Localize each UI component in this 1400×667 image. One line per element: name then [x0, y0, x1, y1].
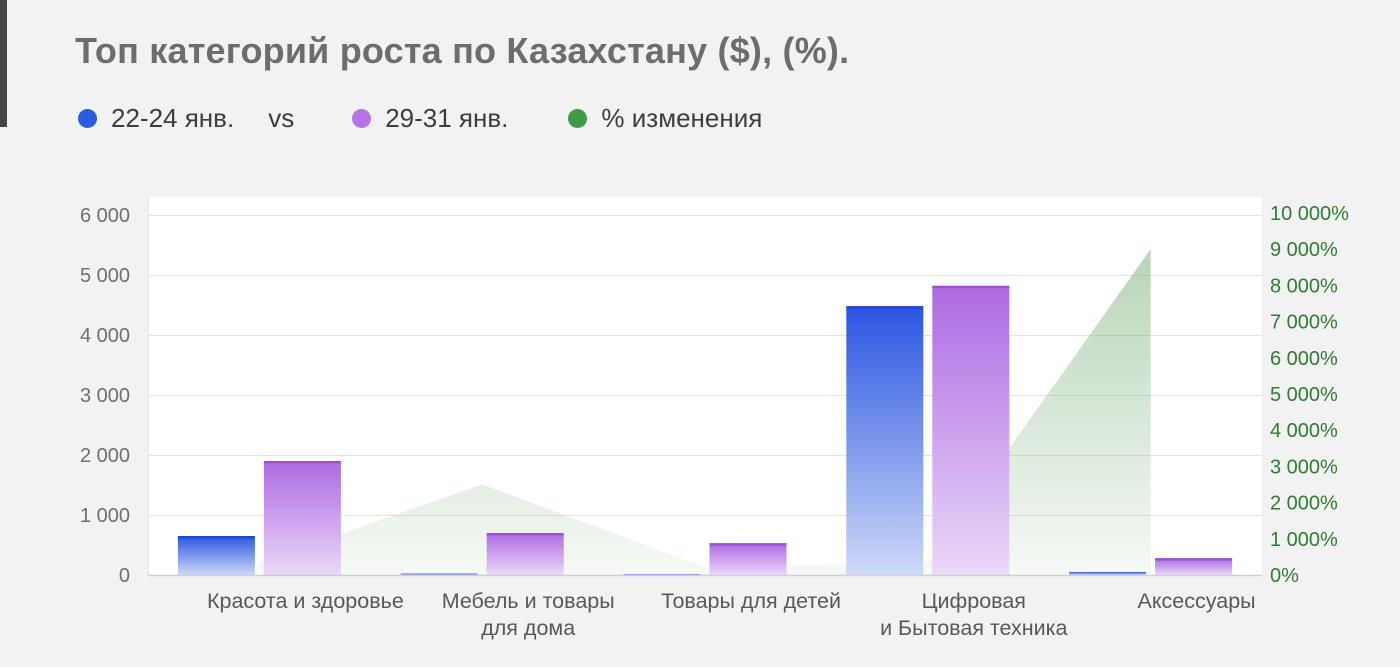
legend-label-percent-change: % изменения: [601, 102, 763, 133]
legend-item-percent-change[interactable]: % изменения: [568, 103, 762, 134]
chart-legend: 22-24 янв. vs 29-31 янв. % изменения: [78, 101, 762, 135]
left-axis-tick: 6 000: [80, 205, 130, 227]
right-axis-tick: 0%: [1270, 565, 1299, 587]
left-axis-tick: 0: [119, 565, 130, 587]
left-axis-tick: 2 000: [80, 445, 130, 467]
x-axis-category-label: Красота и здоровье: [207, 589, 404, 613]
chart-plot-area: 0 1 000 2 000 3 000 4 000 5 000 6 000 0% 1 000% 2…: [0, 185, 1400, 667]
right-axis-tick: 10 000%: [1270, 203, 1349, 225]
bar-period2-cat1[interactable]: [263, 461, 341, 575]
left-axis-tick: 5 000: [80, 265, 130, 287]
bar-period1-cat4[interactable]: [846, 306, 924, 575]
right-axis-tick: 3 000%: [1270, 456, 1338, 478]
legend-dot-blue-icon: [78, 108, 97, 128]
bar-period2-cat2[interactable]: [486, 533, 564, 575]
x-axis-category-label: Товары для детей: [661, 589, 841, 613]
legend-dot-purple-icon: [352, 108, 372, 128]
bar-period1-cat3[interactable]: [623, 574, 701, 575]
right-axis-tick: 2 000%: [1270, 493, 1338, 515]
right-axis-tick: 4 000%: [1270, 420, 1338, 442]
x-axis-category-label: Цифровая и Бытовая техника: [880, 589, 1067, 640]
bar-top-edge: [709, 543, 787, 546]
legend-label-period-2: 29-31 янв.: [385, 102, 509, 133]
right-axis-tick: 6 000%: [1270, 348, 1338, 370]
bar-period1-cat5[interactable]: [1069, 572, 1147, 575]
bar-top-edge: [263, 461, 341, 464]
area-percent-change[interactable]: [259, 249, 1151, 575]
bar-period1-cat2[interactable]: [400, 573, 478, 576]
bar-period2-cat5[interactable]: [1155, 558, 1233, 575]
window-edge-strip: [0, 0, 7, 127]
bar-top-edge: [486, 533, 564, 536]
right-axis-tick: 5 000%: [1270, 384, 1338, 406]
right-axis-tick: 9 000%: [1270, 239, 1338, 261]
chart-svg: 0 1 000 2 000 3 000 4 000 5 000 6 000 0% 1 000% 2…: [80, 197, 1349, 640]
bar-period2-cat3[interactable]: [709, 543, 787, 575]
legend-item-period-1[interactable]: 22-24 янв.: [78, 103, 234, 134]
left-axis-tick: 4 000: [80, 325, 130, 347]
x-axis-category-label: Мебель и товары для дома: [442, 589, 615, 640]
bar-period1-cat1[interactable]: [177, 536, 255, 575]
bar-top-edge: [1155, 558, 1233, 561]
bar-top-edge: [932, 285, 1010, 289]
chart-title: Топ категорий роста по Казахстану ($), (…: [75, 30, 850, 71]
left-axis-tick: 1 000: [80, 505, 130, 527]
legend-label-period-1: 22-24 янв.: [111, 102, 235, 133]
right-axis-tick: 1 000%: [1270, 529, 1338, 551]
left-axis-tick: 3 000: [80, 385, 130, 407]
bar-top-edge: [846, 306, 924, 309]
legend-dot-green-icon: [568, 108, 588, 128]
bar-period2-cat4[interactable]: [932, 285, 1010, 575]
legend-separator: vs: [268, 102, 295, 133]
bar-top-edge: [177, 536, 255, 539]
right-axis-tick: 7 000%: [1270, 312, 1338, 334]
right-axis-tick: 8 000%: [1270, 275, 1338, 297]
x-axis-category-label: Аксессуары: [1138, 589, 1256, 613]
legend-item-period-2[interactable]: 29-31 янв.: [352, 103, 508, 134]
